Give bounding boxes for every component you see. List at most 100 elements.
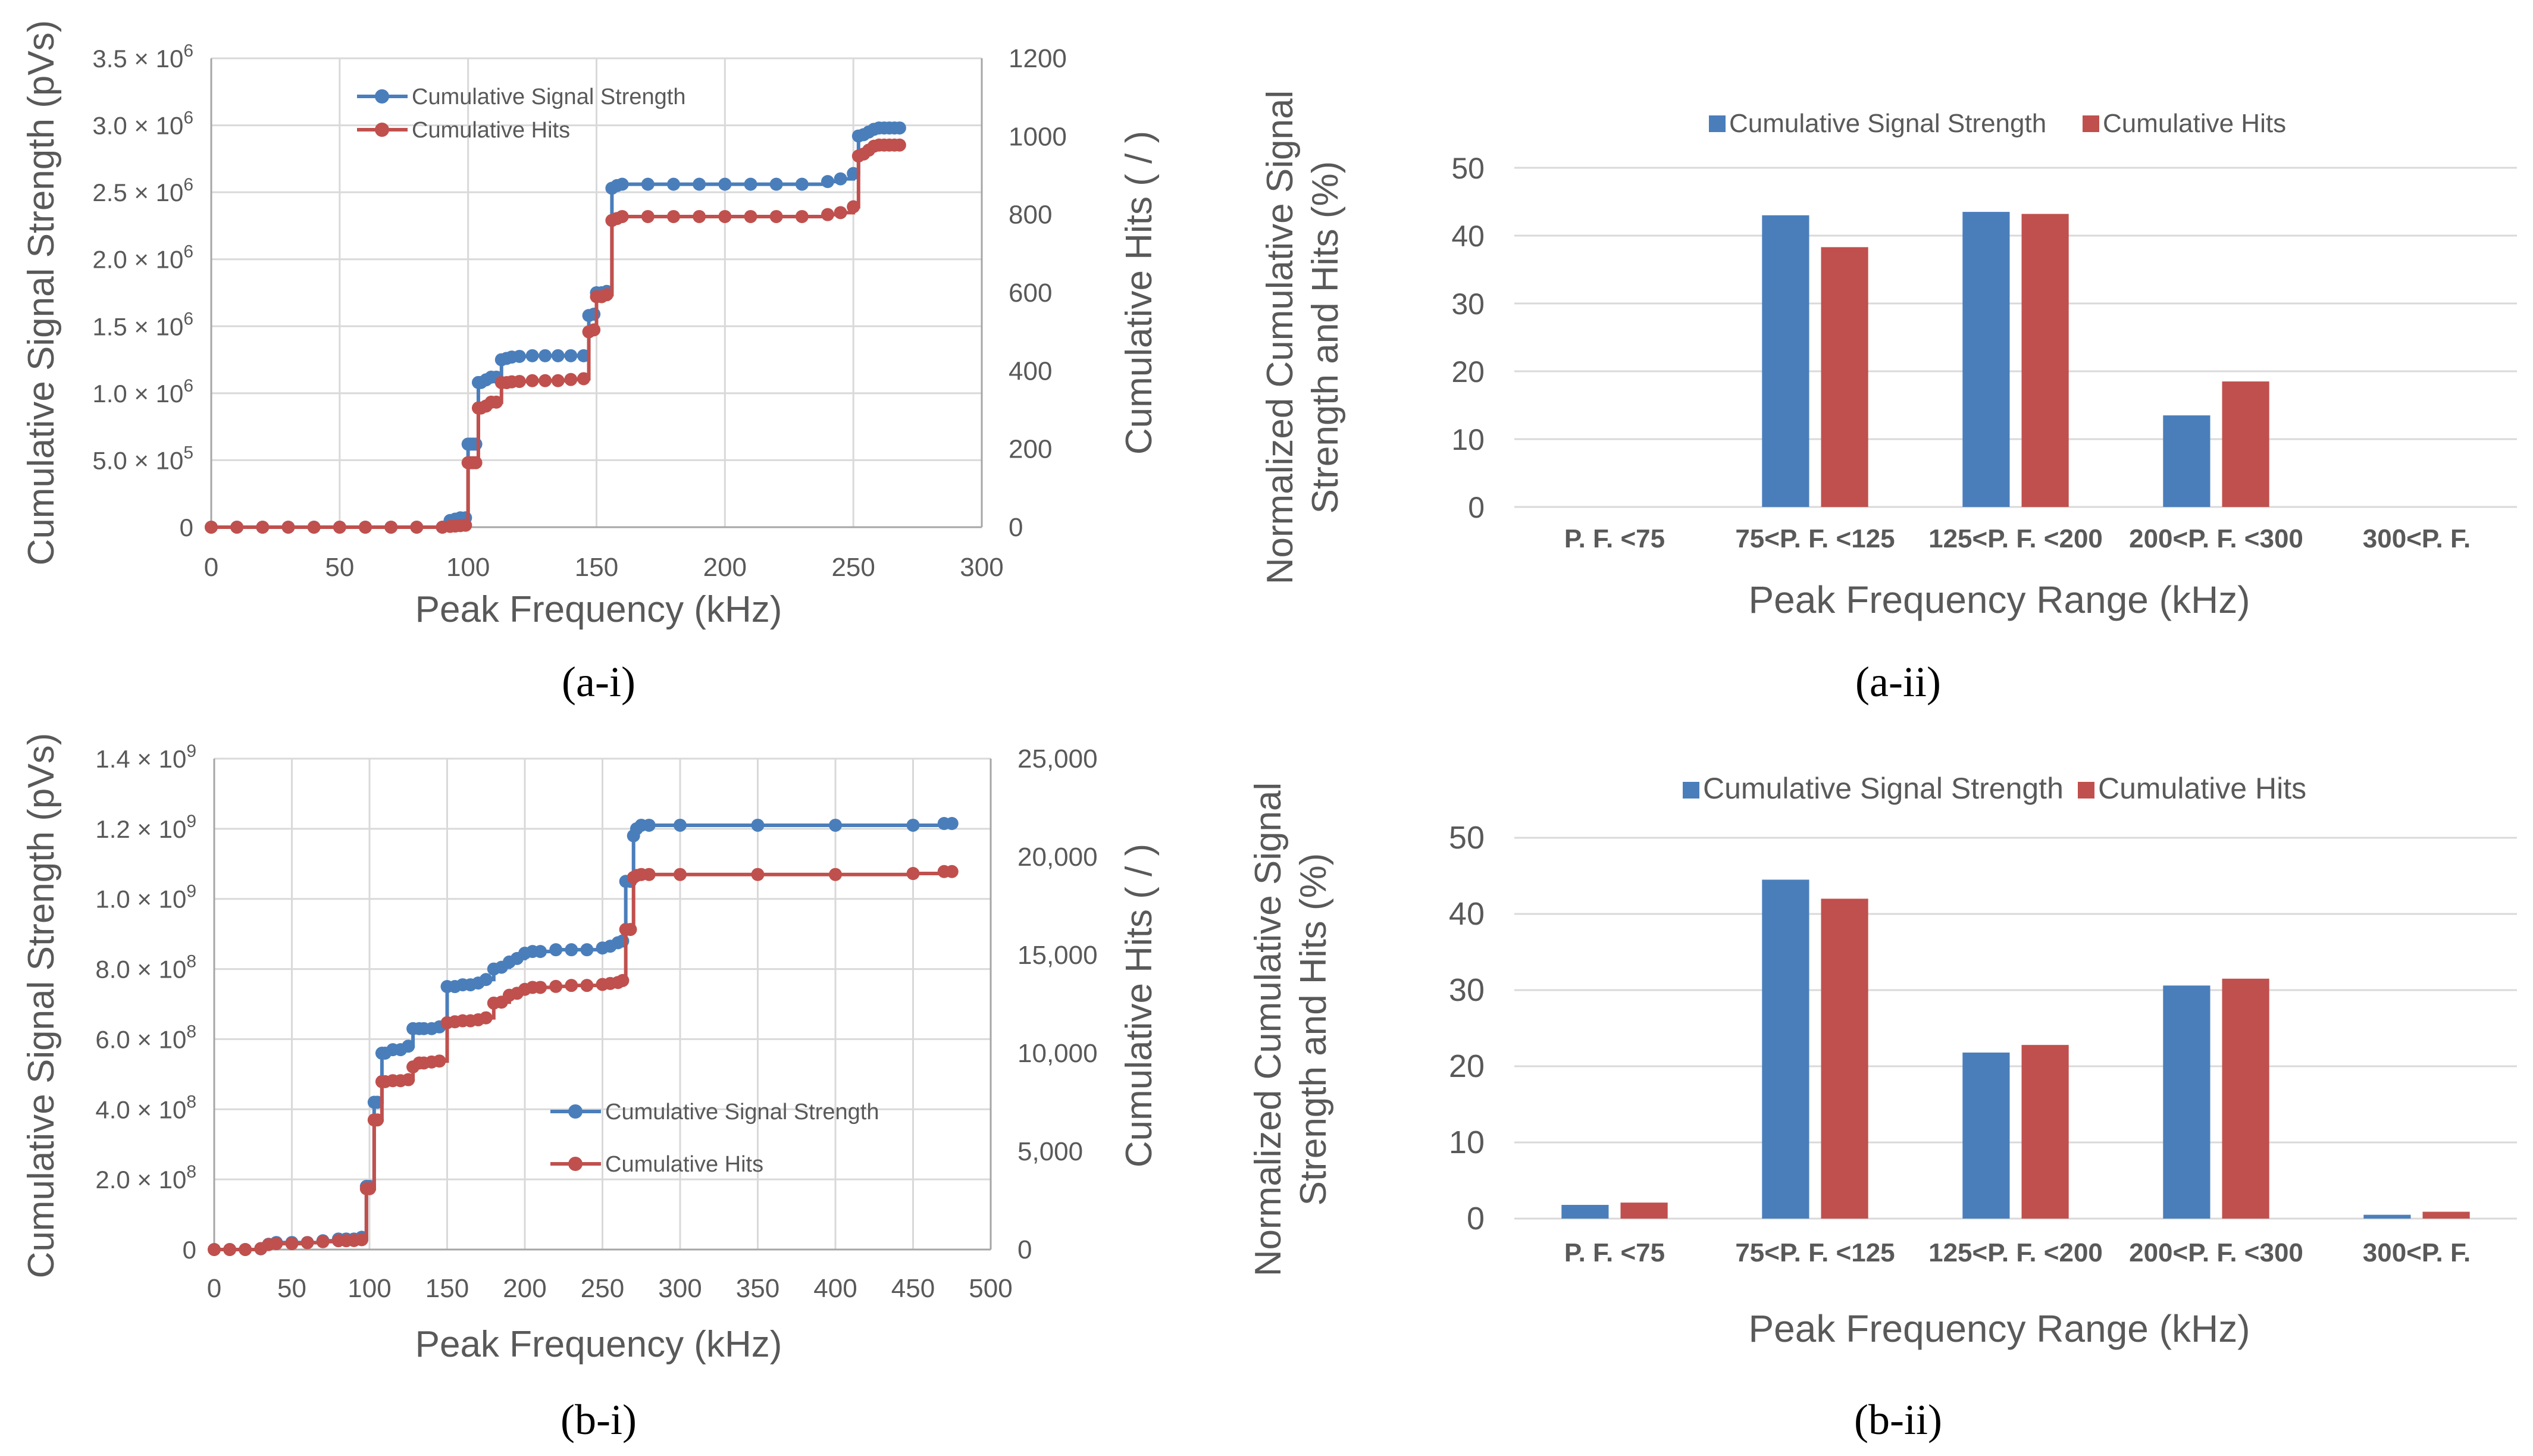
x-axis-title: Peak Frequency Range (kHz) <box>1748 1307 2250 1350</box>
data-point-cumulative-hits <box>600 288 613 302</box>
data-point-cumulative-signal-strength <box>718 177 732 191</box>
y-tick-mantissa: 1.4 × 10 <box>95 745 186 773</box>
data-point-cumulative-signal-strength <box>906 818 920 832</box>
data-point-cumulative-hits <box>359 521 372 534</box>
data-point-cumulative-hits <box>300 1236 314 1250</box>
caption-b-ii: (b-ii) <box>1854 1396 1942 1444</box>
y2-tick-label: 800 <box>1009 201 1052 230</box>
x-tick-label: 250 <box>581 1274 624 1303</box>
legend-marker <box>375 123 389 137</box>
legend-label: Cumulative Signal Strength <box>605 1100 879 1125</box>
bar-cumulative-hits <box>1821 898 1868 1219</box>
data-point-cumulative-signal-strength <box>564 349 578 362</box>
x-tick-label: 150 <box>575 553 618 582</box>
data-point-cumulative-hits <box>479 1011 493 1025</box>
bar-cumulative-hits <box>1821 247 1868 507</box>
x-axis-title: Peak Frequency Range (kHz) <box>1748 578 2250 621</box>
caption-a-ii: (a-ii) <box>1855 658 1941 706</box>
y2-tick-label: 25,000 <box>1017 744 1098 774</box>
y-tick-mantissa: 0 <box>183 1236 196 1264</box>
bar-cumulative-signal-strength <box>2163 985 2210 1219</box>
y-tick-label: 8.0 × 108 <box>95 952 196 984</box>
data-point-cumulative-hits <box>230 521 244 534</box>
y-tick-label: 2.0 × 106 <box>92 242 193 274</box>
data-point-cumulative-signal-strength <box>538 349 552 362</box>
y-axis-title-line: Normalized Cumulative Signal <box>1260 90 1301 584</box>
legend-label: Cumulative Hits <box>412 118 570 143</box>
x-tick-label: 50 <box>277 1274 306 1303</box>
data-point-cumulative-signal-strength <box>402 1039 415 1053</box>
y-axis-title: Normalized Cumulative Signal Strength and… <box>1260 90 1346 584</box>
y-tick-mantissa: 3.5 × 10 <box>92 45 183 73</box>
y-tick-label: 2.5 × 106 <box>92 175 193 206</box>
data-point-cumulative-hits <box>285 1237 299 1251</box>
data-point-cumulative-hits <box>906 867 920 881</box>
y-tick-mantissa: 1.5 × 10 <box>92 312 183 340</box>
y-tick-label: 30 <box>1451 287 1485 321</box>
data-point-cumulative-hits <box>256 521 270 534</box>
y-tick-exponent: 8 <box>186 1092 196 1111</box>
x-tick-label: 450 <box>891 1274 935 1303</box>
y-tick-label: 20 <box>1451 355 1485 389</box>
data-point-cumulative-hits <box>616 973 630 987</box>
bar-cumulative-signal-strength <box>1962 212 2010 507</box>
data-point-cumulative-hits <box>587 323 601 337</box>
legend-marker <box>568 1157 583 1171</box>
category-label: 300<P. F. <box>2363 524 2471 553</box>
y-tick-label: 4.0 × 108 <box>95 1092 196 1123</box>
y2-tick-label: 1200 <box>1009 44 1067 73</box>
category-label: 75<P. F. <125 <box>1735 1238 1895 1267</box>
legend-label: Cumulative Signal Strength <box>1703 772 2064 805</box>
data-point-cumulative-hits <box>667 209 680 223</box>
data-point-cumulative-hits <box>205 521 218 534</box>
data-point-cumulative-signal-strength <box>667 177 680 191</box>
data-point-cumulative-hits <box>208 1243 221 1256</box>
bar-cumulative-signal-strength <box>1561 1204 1609 1219</box>
legend-label: Cumulative Signal Strength <box>412 84 685 109</box>
y-tick-exponent: 5 <box>183 443 193 462</box>
y-tick-exponent: 9 <box>186 741 196 761</box>
data-point-cumulative-signal-strength <box>847 167 860 180</box>
y-tick-mantissa: 2.0 × 10 <box>92 246 183 274</box>
data-point-cumulative-hits <box>549 979 563 993</box>
category-label: 75<P. F. <125 <box>1735 524 1895 553</box>
y-tick-mantissa: 2.5 × 10 <box>92 179 183 206</box>
data-point-cumulative-hits <box>693 209 706 223</box>
data-point-cumulative-hits <box>580 979 594 992</box>
data-point-cumulative-hits <box>829 868 842 881</box>
data-point-cumulative-hits <box>333 521 346 534</box>
y-tick-label: 1.4 × 109 <box>95 741 196 773</box>
x-tick-label: 300 <box>658 1274 702 1303</box>
y-tick-label: 40 <box>1451 220 1485 253</box>
y-axis-title-line: Normalized Cumulative Signal <box>1248 782 1289 1276</box>
data-point-cumulative-signal-strength <box>565 943 578 957</box>
y-axis-title: Cumulative Signal Strength (pVs) <box>21 20 62 566</box>
legend-marker <box>375 89 389 104</box>
y2-tick-label: 0 <box>1017 1235 1032 1264</box>
data-point-cumulative-hits <box>402 1073 415 1086</box>
data-point-cumulative-hits <box>551 374 565 387</box>
legend-label: Cumulative Hits <box>2098 772 2306 805</box>
data-point-cumulative-signal-strength <box>769 177 783 191</box>
y-tick-label: 10 <box>1449 1125 1485 1160</box>
data-point-cumulative-signal-strength <box>549 943 563 957</box>
x-axis-title: Peak Frequency (kHz) <box>415 1324 782 1365</box>
category-label: 200<P. F. <300 <box>2129 524 2303 553</box>
x-tick-label: 300 <box>960 553 1003 582</box>
data-point-cumulative-signal-strength <box>829 818 842 832</box>
category-label: P. F. <75 <box>1564 524 1665 553</box>
y-tick-exponent: 9 <box>186 882 196 901</box>
y2-tick-label: 15,000 <box>1017 941 1098 970</box>
y-tick-mantissa: 1.0 × 10 <box>92 380 183 408</box>
y-tick-mantissa: 2.0 × 10 <box>95 1166 186 1194</box>
data-point-cumulative-hits <box>534 981 547 994</box>
data-point-cumulative-signal-strength <box>821 175 834 189</box>
y-tick-label: 50 <box>1451 152 1485 185</box>
y2-tick-label: 5,000 <box>1017 1137 1083 1166</box>
x-tick-label: 350 <box>736 1274 779 1303</box>
data-point-cumulative-hits <box>371 1113 384 1127</box>
y2-tick-label: 10,000 <box>1017 1039 1098 1068</box>
x-tick-label: 200 <box>503 1274 546 1303</box>
